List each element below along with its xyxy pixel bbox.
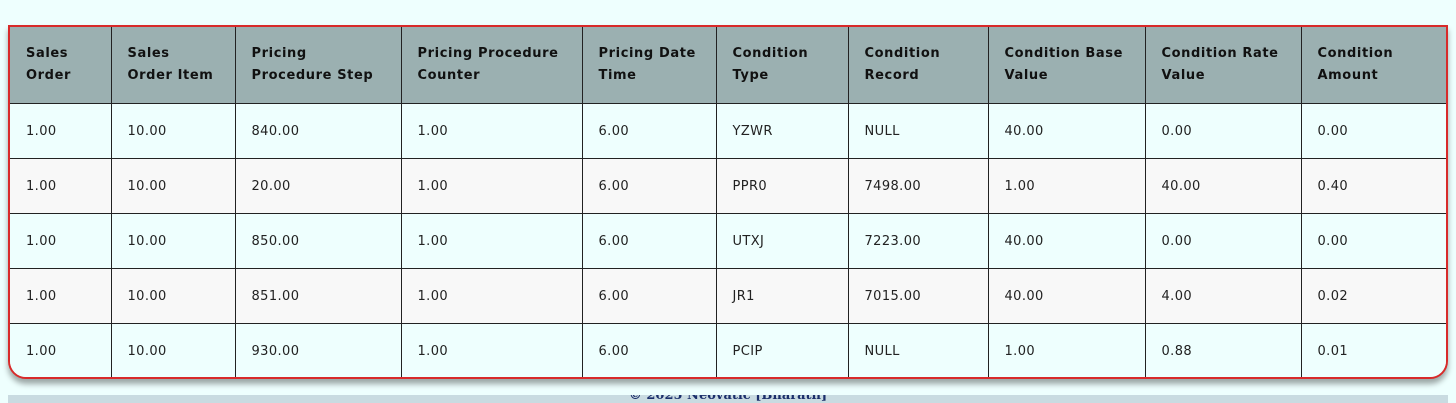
column-header-condition-type[interactable]: Condition Type <box>715 27 848 104</box>
table-cell: 10.00 <box>110 103 235 159</box>
table-cell: 0.00 <box>1144 103 1301 159</box>
column-header-condition-record[interactable]: Condition Record <box>847 27 988 104</box>
table-row[interactable]: 1.00 10.00 930.00 1.00 6.00 PCIP NULL 1.… <box>10 323 1446 377</box>
table-cell: 7223.00 <box>847 213 988 269</box>
table-cell: 1.00 <box>10 323 111 377</box>
table-cell: 1.00 <box>10 158 111 214</box>
table-row[interactable]: 1.00 10.00 840.00 1.00 6.00 YZWR NULL 40… <box>10 103 1446 159</box>
table-cell: 6.00 <box>581 103 716 159</box>
table-header: Sales Order Sales Order Item Pricing Pro… <box>10 27 1446 104</box>
table-cell: 840.00 <box>234 103 401 159</box>
header-row: Sales Order Sales Order Item Pricing Pro… <box>10 27 1446 104</box>
table-cell: 0.40 <box>1300 158 1446 214</box>
table-cell: NULL <box>847 103 988 159</box>
table-cell: 0.00 <box>1300 213 1446 269</box>
table-cell: 40.00 <box>1144 158 1301 214</box>
copyright-text: © 2025 Neovatic [Bharath] <box>628 395 828 403</box>
column-header-sales-order-item[interactable]: Sales Order Item <box>110 27 235 104</box>
table-cell: 4.00 <box>1144 268 1301 324</box>
table-cell: 10.00 <box>110 158 235 214</box>
table-cell: 40.00 <box>987 268 1145 324</box>
table-cell: JR1 <box>715 268 848 324</box>
table-cell: 1.00 <box>987 323 1145 377</box>
table-cell: 40.00 <box>987 103 1145 159</box>
table-cell: 0.02 <box>1300 268 1446 324</box>
data-table-container: Sales Order Sales Order Item Pricing Pro… <box>8 25 1448 379</box>
table-cell: 10.00 <box>110 268 235 324</box>
table-cell: PCIP <box>715 323 848 377</box>
table-cell: 1.00 <box>10 103 111 159</box>
table-cell: 1.00 <box>400 323 582 377</box>
table-cell: 0.00 <box>1144 213 1301 269</box>
column-header-pricing-date-time[interactable]: Pricing Date Time <box>581 27 716 104</box>
table-cell: 7015.00 <box>847 268 988 324</box>
table-cell: 0.00 <box>1300 103 1446 159</box>
column-header-condition-rate-value[interactable]: Condition Rate Value <box>1144 27 1301 104</box>
table-cell: NULL <box>847 323 988 377</box>
data-table: Sales Order Sales Order Item Pricing Pro… <box>10 27 1446 377</box>
table-cell: 6.00 <box>581 268 716 324</box>
column-header-condition-amount[interactable]: Condition Amount <box>1300 27 1446 104</box>
table-cell: 6.00 <box>581 323 716 377</box>
table-cell: 20.00 <box>234 158 401 214</box>
table-cell: 6.00 <box>581 213 716 269</box>
table-cell: 1.00 <box>400 158 582 214</box>
table-cell: 1.00 <box>400 268 582 324</box>
table-row[interactable]: 1.00 10.00 20.00 1.00 6.00 PPR0 7498.00 … <box>10 158 1446 214</box>
table-cell: 7498.00 <box>847 158 988 214</box>
table-cell: UTXJ <box>715 213 848 269</box>
column-header-pricing-procedure-counter[interactable]: Pricing Procedure Counter <box>400 27 582 104</box>
column-header-condition-base-value[interactable]: Condition Base Value <box>987 27 1145 104</box>
table-cell: 850.00 <box>234 213 401 269</box>
table-row[interactable]: 1.00 10.00 850.00 1.00 6.00 UTXJ 7223.00… <box>10 213 1446 269</box>
column-header-pricing-procedure-step[interactable]: Pricing Procedure Step <box>234 27 401 104</box>
table-cell: 0.01 <box>1300 323 1446 377</box>
table-cell: 6.00 <box>581 158 716 214</box>
table-cell: 10.00 <box>110 213 235 269</box>
table-cell: 1.00 <box>10 213 111 269</box>
page-footer: © 2025 Neovatic [Bharath] <box>8 395 1448 403</box>
table-cell: PPR0 <box>715 158 848 214</box>
table-cell: 10.00 <box>110 323 235 377</box>
table-row[interactable]: 1.00 10.00 851.00 1.00 6.00 JR1 7015.00 … <box>10 268 1446 324</box>
table-body: 1.00 10.00 840.00 1.00 6.00 YZWR NULL 40… <box>10 103 1446 377</box>
table-cell: YZWR <box>715 103 848 159</box>
table-cell: 1.00 <box>400 103 582 159</box>
table-cell: 0.88 <box>1144 323 1301 377</box>
column-header-sales-order[interactable]: Sales Order <box>10 27 111 104</box>
table-cell: 1.00 <box>400 213 582 269</box>
table-cell: 930.00 <box>234 323 401 377</box>
table-cell: 1.00 <box>10 268 111 324</box>
table-cell: 851.00 <box>234 268 401 324</box>
table-cell: 40.00 <box>987 213 1145 269</box>
table-cell: 1.00 <box>987 158 1145 214</box>
